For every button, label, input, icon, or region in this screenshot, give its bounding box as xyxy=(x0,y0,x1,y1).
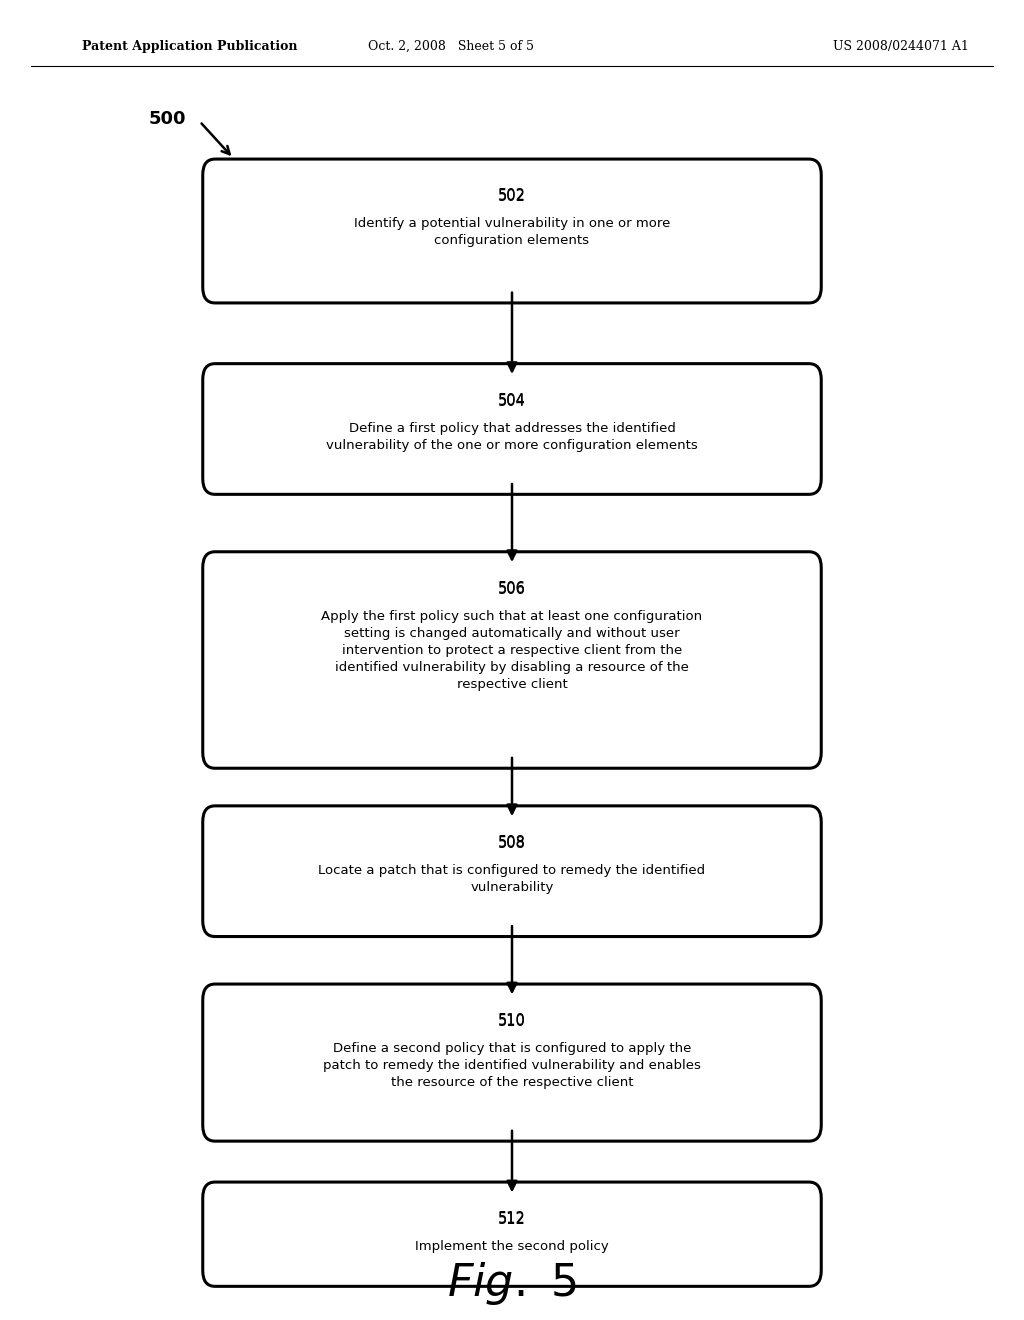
Text: Oct. 2, 2008   Sheet 5 of 5: Oct. 2, 2008 Sheet 5 of 5 xyxy=(368,40,534,53)
Text: 512: 512 xyxy=(498,1212,526,1228)
Text: Implement the second policy: Implement the second policy xyxy=(415,1241,609,1253)
Text: 508: 508 xyxy=(498,837,526,851)
FancyBboxPatch shape xyxy=(203,363,821,494)
Text: 504: 504 xyxy=(498,393,526,408)
Text: 500: 500 xyxy=(148,110,186,128)
Text: Identify a potential vulnerability in one or more
configuration elements: Identify a potential vulnerability in on… xyxy=(354,218,670,247)
Text: 510: 510 xyxy=(498,1014,526,1030)
Text: Locate a patch that is configured to remedy the identified
vulnerability: Locate a patch that is configured to rem… xyxy=(318,865,706,894)
Text: 508: 508 xyxy=(498,836,526,850)
FancyBboxPatch shape xyxy=(203,1183,821,1286)
FancyBboxPatch shape xyxy=(203,160,821,304)
Text: Define a first policy that addresses the identified
vulnerability of the one or : Define a first policy that addresses the… xyxy=(326,422,698,451)
Text: Patent Application Publication: Patent Application Publication xyxy=(82,40,297,53)
Text: 502: 502 xyxy=(498,190,526,205)
FancyBboxPatch shape xyxy=(203,985,821,1140)
Text: Define a second policy that is configured to apply the
patch to remedy the ident: Define a second policy that is configure… xyxy=(323,1043,701,1089)
Text: $\mathit{Fig.\ 5}$: $\mathit{Fig.\ 5}$ xyxy=(447,1259,577,1307)
Text: Apply the first policy such that at least one configuration
setting is changed a: Apply the first policy such that at leas… xyxy=(322,610,702,690)
Text: 504: 504 xyxy=(498,393,526,409)
FancyBboxPatch shape xyxy=(203,552,821,768)
Text: 512: 512 xyxy=(498,1212,526,1226)
Text: 506: 506 xyxy=(498,582,526,597)
Text: US 2008/0244071 A1: US 2008/0244071 A1 xyxy=(834,40,969,53)
FancyBboxPatch shape xyxy=(203,805,821,937)
Text: 506: 506 xyxy=(498,581,526,595)
Text: 510: 510 xyxy=(498,1014,526,1028)
Text: 502: 502 xyxy=(498,189,526,203)
